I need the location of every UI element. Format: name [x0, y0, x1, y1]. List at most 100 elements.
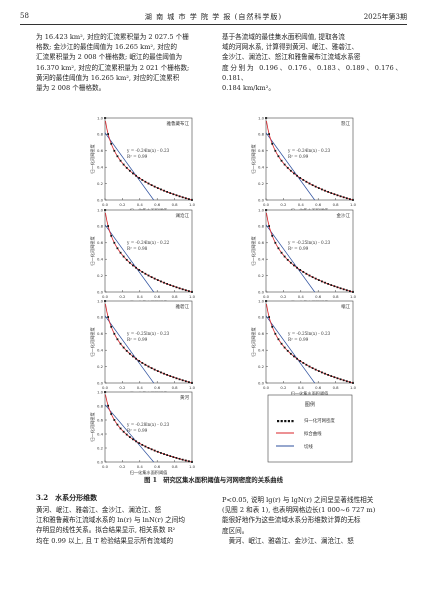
text-line: 黄河、岷江、雅砻江、金沙江、澜沧江、怒 [222, 536, 354, 545]
data-point [119, 427, 122, 430]
data-point [156, 450, 159, 453]
y-tick-label: 0.4 [97, 165, 104, 170]
data-point [135, 357, 137, 360]
data-point [166, 283, 169, 285]
data-point [299, 269, 302, 271]
legend-marker [277, 420, 280, 423]
text-line: 16.370 km², 对应的汇流累积量为 2 021 个栅格数; [36, 63, 190, 72]
data-point [153, 449, 156, 452]
data-point [175, 286, 178, 289]
data-point [147, 274, 150, 277]
x-tick-label: 0.0 [102, 385, 109, 390]
data-point [324, 372, 326, 375]
data-point [178, 378, 181, 381]
data-point [110, 234, 113, 237]
data-point [333, 376, 336, 379]
x-tick-label: 0.4 [298, 202, 305, 207]
text-line: 为 16.423 km², 对应的汇流累积量为 2 027.5 个栅 [36, 33, 189, 41]
data-point [153, 277, 156, 280]
x-tick-label: 0.2 [119, 294, 126, 299]
x-tick-label: 0.0 [263, 294, 270, 299]
text-line: 0.184 km/km²。 [222, 84, 275, 93]
text-line: 域的河网水系, 计算得到黄河、岷江、雅砻江、 [222, 43, 359, 52]
plot-frame [104, 209, 193, 293]
legend-label: 归一化河网密度 [304, 417, 335, 424]
data-point [116, 338, 119, 341]
x-tick-label: 1.0 [350, 202, 357, 207]
tangent-line [104, 404, 154, 463]
data-point [141, 362, 144, 364]
data-point [311, 276, 314, 279]
y-tick-label: 1.0 [97, 298, 104, 303]
data-point [324, 281, 326, 284]
text-line: P<0.05, 说明 lg(r) 与 lgN(r) 之间呈显著线性相关 [222, 496, 374, 504]
x-tick-label: 0.4 [137, 202, 144, 207]
data-point [265, 117, 267, 119]
data-point [296, 266, 298, 269]
data-point [153, 185, 156, 188]
x-axis-label: 归一化集水面积阈值 [291, 390, 329, 397]
data-point [321, 371, 323, 374]
fit-r2: R² = 0.99 [127, 154, 148, 159]
y-tick-label: 0.6 [97, 417, 104, 422]
data-point [160, 188, 162, 191]
data-point [289, 261, 292, 264]
data-point [302, 271, 305, 273]
data-point [348, 198, 351, 201]
data-point [289, 169, 292, 172]
data-point [135, 266, 137, 269]
data-point [333, 285, 336, 288]
y-tick-label: 0.4 [258, 165, 265, 170]
data-point [311, 367, 314, 370]
data-point [342, 288, 345, 291]
data-point [104, 300, 106, 302]
y-tick-label: 0.0 [97, 459, 104, 464]
y-tick-label: 0.0 [97, 197, 104, 202]
fit-equation: y = -0.24ln(x) - 0.23 [126, 148, 170, 153]
data-point [138, 442, 141, 445]
data-point [187, 198, 190, 201]
data-point [122, 163, 125, 166]
data-point [321, 188, 323, 191]
right-bottom-paragraph: P<0.05, 说明 lg(r) 与 lgN(r) 之间呈显著线性相关 (见图 2… [222, 495, 402, 546]
data-point [132, 355, 134, 358]
fit-equation: y = -0.28ln(x) - 0.23 [126, 422, 170, 427]
y-tick-label: 1.0 [258, 207, 265, 212]
x-tick-label: 0.6 [154, 464, 161, 469]
fit-r2: R² = 0.98 [127, 246, 148, 251]
data-point [122, 430, 125, 433]
y-tick-label: 0.0 [258, 197, 265, 202]
data-point [166, 454, 169, 456]
data-point [150, 448, 153, 451]
y-tick-label: 0.8 [258, 224, 265, 229]
panel-title: 金沙江 [337, 212, 351, 219]
x-tick-label: 0.8 [172, 464, 179, 469]
x-tick-label: 0.0 [102, 464, 109, 469]
left-top-paragraph: 为 16.423 km², 对应的汇流累积量为 2 027.5 个栅 格数; 金沙… [36, 32, 214, 93]
data-point [271, 234, 274, 237]
legend-box [267, 394, 353, 463]
data-point [107, 133, 110, 135]
data-point [110, 413, 113, 415]
data-point [305, 180, 308, 183]
x-tick-label: 0.8 [333, 294, 340, 299]
data-point [299, 177, 302, 179]
section-heading: 3.2 水系分形维数 [36, 493, 98, 502]
data-point [352, 199, 354, 201]
data-point [342, 196, 345, 199]
x-tick-label: 0.0 [263, 202, 270, 207]
data-point [169, 455, 172, 457]
data-point [128, 169, 131, 172]
text-line: 度区间。 [222, 526, 249, 535]
data-point [191, 382, 193, 384]
data-point [135, 440, 137, 443]
data-point [110, 142, 113, 145]
data-point [348, 290, 351, 293]
data-point [110, 325, 113, 328]
data-point [181, 379, 184, 382]
data-point [122, 346, 125, 349]
text-line: 黄河的最佳阈值为 16.265 km², 对应的汇流累积 [36, 73, 180, 82]
data-point [160, 280, 162, 283]
data-point [147, 447, 150, 449]
data-point [178, 457, 181, 460]
